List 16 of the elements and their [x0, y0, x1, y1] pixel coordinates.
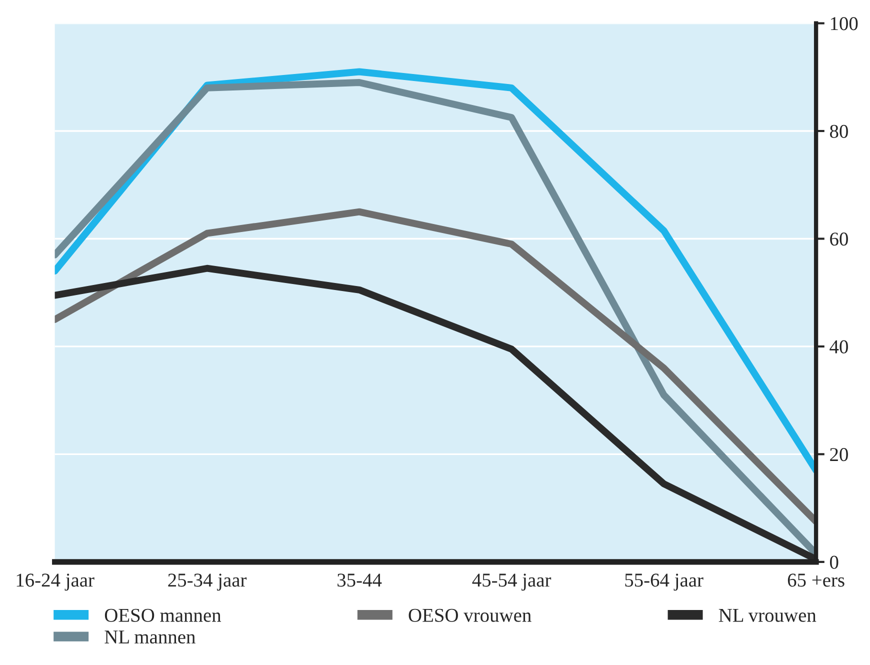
x-tick-label: 65 +ers: [788, 574, 844, 587]
y-tick-label: 40: [830, 340, 848, 354]
x-tick-label: 35-44: [338, 574, 382, 587]
y-tick-label: 80: [830, 124, 848, 138]
x-tick-label: 55-64 jaar: [625, 574, 704, 591]
y-tick-label: 60: [830, 232, 848, 246]
x-tick-label: 25-34 jaar: [168, 574, 247, 591]
legend-label: NL mannen: [104, 630, 196, 644]
legend-label: OESO vrouwen: [408, 608, 532, 622]
y-tick-label: 20: [830, 448, 848, 462]
x-tick-label: 45-54 jaar: [472, 574, 552, 591]
legend-label: OESO mannen: [104, 608, 222, 622]
x-tick-label: 16-24 jaar: [16, 574, 94, 591]
legend-label: NL vrouwen: [718, 608, 816, 622]
y-tick-label: 100: [830, 17, 858, 30]
y-tick-label: 0: [830, 556, 838, 569]
